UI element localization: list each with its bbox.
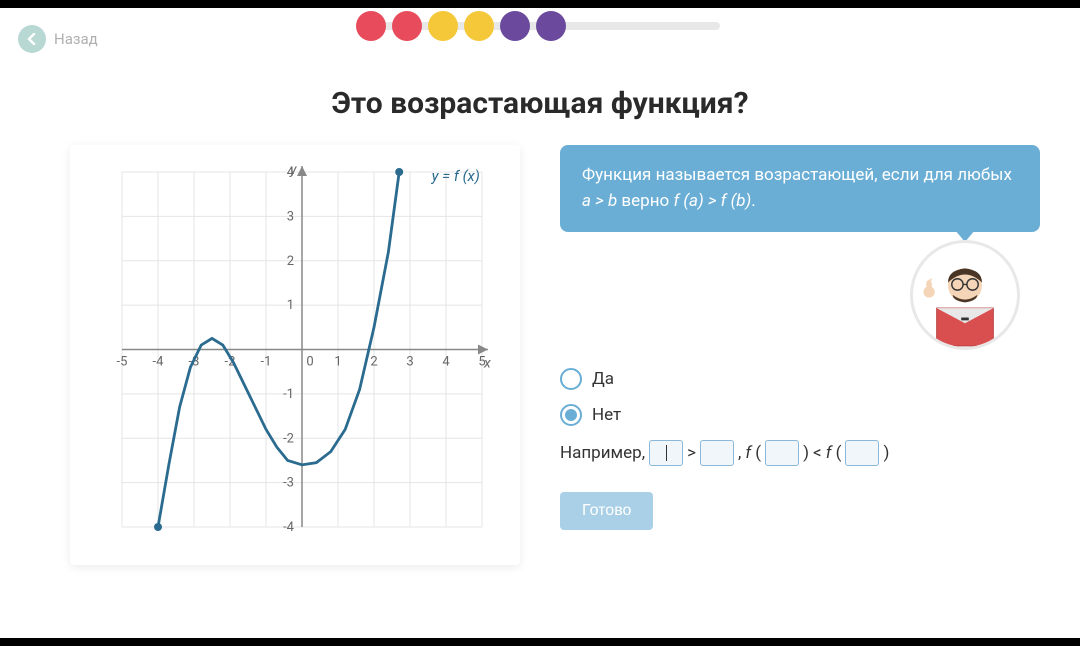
- svg-text:y: y: [289, 162, 297, 178]
- back-label: Назад: [54, 30, 98, 48]
- example-prefix: Например,: [560, 443, 645, 463]
- content-area: -5-4-3-2-1123450-4-3-2-11234yxy = f (x) …: [0, 121, 1080, 565]
- example-row: Например, > , f ( ) < f ( ): [560, 440, 1040, 466]
- bottom-bar: [0, 638, 1080, 646]
- right-panel: Функция называется возрастающей, если дл…: [560, 145, 1040, 565]
- function-chart: -5-4-3-2-1123450-4-3-2-11234yxy = f (x): [100, 160, 500, 545]
- svg-text:-5: -5: [117, 355, 128, 370]
- chart-panel: -5-4-3-2-1123450-4-3-2-11234yxy = f (x): [70, 145, 520, 565]
- back-icon: [18, 25, 46, 53]
- example-input-fb[interactable]: [845, 440, 879, 466]
- progress-bar: [360, 22, 720, 30]
- svg-text:3: 3: [287, 209, 294, 224]
- svg-text:x: x: [483, 356, 491, 372]
- svg-text:-4: -4: [283, 520, 295, 535]
- svg-text:0: 0: [306, 355, 313, 370]
- svg-text:4: 4: [442, 355, 450, 370]
- header: Назад: [0, 8, 1080, 58]
- progress-dot: [428, 11, 458, 41]
- svg-text:1: 1: [334, 355, 341, 370]
- example-input-b[interactable]: [700, 440, 734, 466]
- svg-text:-1: -1: [261, 355, 272, 370]
- lt-sign: <: [813, 443, 822, 463]
- progress-dot: [500, 11, 530, 41]
- done-button[interactable]: Готово: [560, 492, 653, 530]
- page-title: Это возрастающая функция?: [0, 86, 1080, 121]
- hint-text: Функция называется возрастающей, если дл…: [582, 165, 1012, 211]
- gt-sign: >: [687, 443, 696, 463]
- progress-dot: [356, 11, 386, 41]
- answer-options: Да Нет Например, > , f ( ) < f ( ) Готов: [560, 368, 1040, 530]
- svg-text:-1: -1: [283, 387, 294, 402]
- option-yes[interactable]: Да: [560, 368, 1040, 390]
- svg-text:-3: -3: [283, 476, 294, 491]
- svg-text:2: 2: [370, 355, 377, 370]
- progress-dot: [536, 11, 566, 41]
- svg-text:y = f (x): y = f (x): [431, 167, 480, 185]
- svg-text:3: 3: [406, 355, 413, 370]
- radio-no[interactable]: [560, 404, 582, 426]
- hint-bubble: Функция называется возрастающей, если дл…: [560, 145, 1040, 232]
- example-input-fa[interactable]: [765, 440, 799, 466]
- svg-text:-4: -4: [153, 355, 165, 370]
- svg-text:-2: -2: [283, 431, 294, 446]
- tutor-avatar: [910, 240, 1020, 350]
- progress-dot: [392, 11, 422, 41]
- option-no[interactable]: Нет: [560, 404, 1040, 426]
- back-button[interactable]: Назад: [18, 25, 98, 53]
- progress-dot: [464, 11, 494, 41]
- svg-text:2: 2: [287, 254, 294, 269]
- option-no-label: Нет: [592, 405, 621, 425]
- radio-yes[interactable]: [560, 368, 582, 390]
- example-input-a[interactable]: [649, 440, 683, 466]
- option-yes-label: Да: [592, 369, 614, 389]
- svg-text:1: 1: [287, 298, 294, 313]
- top-bar: [0, 0, 1080, 8]
